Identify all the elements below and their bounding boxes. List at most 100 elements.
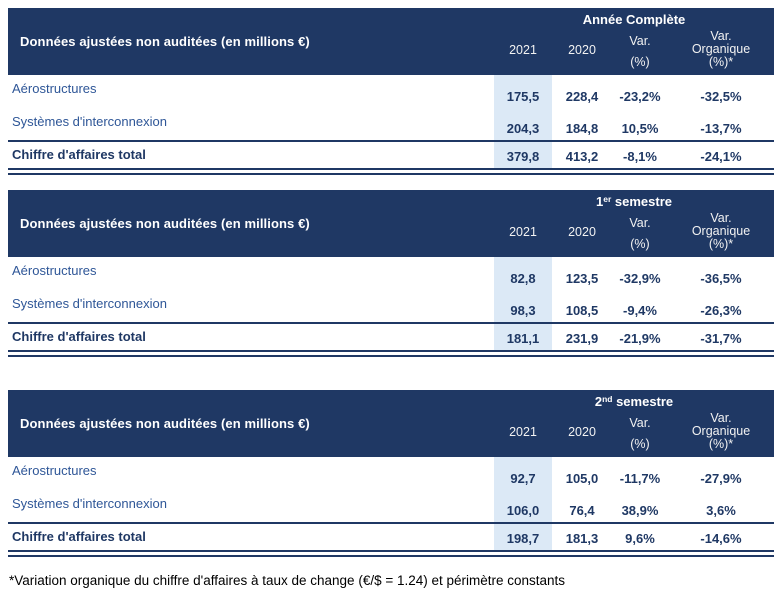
value-var-pct: -32,9% [619,271,661,286]
value-2020: 228,4 [565,89,599,104]
value-2021: 106,0 [494,490,552,522]
total-value-2021: 181,1 [494,324,552,350]
row-label: Systèmes d'interconnexion [12,296,167,311]
value-var-organique: 3,6% [706,503,736,518]
period-pre: 2 [594,394,603,409]
column-headers: 2021 2020 Var. (%) Var. Organique (%)* [494,28,774,72]
value-2020: 184,8 [565,121,599,136]
column-header-2020: 2020 [568,42,596,57]
value-var-pct: 38,9% [621,503,659,518]
table-header: Données ajustées non auditées (en millio… [8,8,774,75]
table-bottom-rule [8,350,774,357]
total-value-2020: 413,2 [565,149,599,164]
total-value-var-organique: -31,7% [700,331,742,346]
total-value-var-pct: -8,1% [623,149,657,164]
total-value-2021: 379,8 [494,142,552,168]
table-period-block: Année Complète 2021 2020 Var. (%) Var. O… [494,8,774,75]
period-pre: Année Complète [582,12,686,27]
column-header-var: Var. (%) [612,210,668,254]
column-header-2021: 2021 [509,224,537,239]
row-label: Systèmes d'interconnexion [12,114,167,129]
value-var-organique: -27,9% [700,471,742,486]
total-value-var-pct: -21,9% [619,331,661,346]
value-2020: 105,0 [565,471,599,486]
period-title: 1er semestre [494,194,774,210]
column-header-var-organique: Var. Organique (%)* [668,28,774,72]
total-row-label: Chiffre d'affaires total [12,529,146,544]
total-value-2021: 198,7 [494,524,552,550]
column-header-var-line1: Var. [629,34,651,48]
column-header-var-line2: (%) [630,55,650,69]
column-header-var-line1: Var. [629,416,651,430]
period-superscript: er [603,194,612,204]
table-row: Systèmes d'interconnexion 98,3 108,5 -9,… [8,290,774,322]
period-superscript: nd [602,394,613,404]
value-var-pct: -23,2% [619,89,661,104]
table-second-semestre: Données ajustées non auditées (en millio… [8,390,774,557]
table-header: Données ajustées non auditées (en millio… [8,390,774,457]
row-label: Systèmes d'interconnexion [12,496,167,511]
column-header-var-line2: (%) [630,437,650,451]
column-header-varorg-line3: (%)* [708,437,734,451]
table-period-block: 1er semestre 2021 2020 Var. (%) Var. Org… [494,190,774,257]
period-post: semestre [611,194,672,209]
column-header-2020: 2020 [568,224,596,239]
period-title: 2nd semestre [494,394,774,410]
column-header-2020: 2020 [568,424,596,439]
value-2020: 76,4 [569,503,595,518]
table-header: Données ajustées non auditées (en millio… [8,190,774,257]
table-period-block: 2nd semestre 2021 2020 Var. (%) Var. Org… [494,390,774,457]
column-header-var: Var. (%) [612,28,668,72]
value-2021: 82,8 [494,257,552,290]
table-total-row: Chiffre d'affaires total 198,7 181,3 9,6… [8,522,774,550]
footnote: *Variation organique du chiffre d'affair… [9,573,566,588]
period-post: semestre [612,394,674,409]
value-2021: 204,3 [494,108,552,140]
column-header-var-line1: Var. [629,216,651,230]
value-var-organique: -26,3% [700,303,742,318]
row-label: Aérostructures [12,263,97,278]
total-value-2020: 181,3 [565,531,599,546]
value-2020: 123,5 [565,271,599,286]
total-row-label: Chiffre d'affaires total [12,329,146,344]
value-var-pct: -11,7% [619,471,661,486]
column-header-varorg-line2: Organique [691,224,751,238]
table-bottom-rule [8,168,774,175]
total-value-var-organique: -14,6% [700,531,742,546]
document: Données ajustées non auditées (en millio… [8,8,774,588]
column-header-varorg-line1: Var. [710,411,732,425]
column-headers: 2021 2020 Var. (%) Var. Organique (%)* [494,410,774,454]
row-label: Aérostructures [12,463,97,478]
column-header-varorg-line1: Var. [710,29,732,43]
total-value-var-pct: 9,6% [625,531,655,546]
row-label: Aérostructures [12,81,97,96]
table-total-row: Chiffre d'affaires total 181,1 231,9 -21… [8,322,774,350]
value-2021: 92,7 [494,457,552,490]
table-premier-semestre: Données ajustées non auditées (en millio… [8,190,774,357]
column-header-var-organique: Var. Organique (%)* [668,210,774,254]
table-row: Aérostructures 175,5 228,4 -23,2% -32,5% [8,75,774,108]
table-row: Systèmes d'interconnexion 204,3 184,8 10… [8,108,774,140]
column-header-varorg-line2: Organique [691,42,751,56]
value-var-pct: -9,4% [623,303,657,318]
column-header-varorg-line2: Organique [691,424,751,438]
table-row-header-label: Données ajustées non auditées (en millio… [20,216,310,231]
column-header-varorg-line3: (%)* [708,55,734,69]
value-var-pct: 10,5% [621,121,659,136]
total-value-var-organique: -24,1% [700,149,742,164]
value-var-organique: -36,5% [700,271,742,286]
value-var-organique: -13,7% [700,121,742,136]
column-header-var: Var. (%) [612,410,668,454]
column-header-2021: 2021 [509,424,537,439]
total-value-2020: 231,9 [565,331,599,346]
period-title: Année Complète [494,12,774,28]
column-header-var-line2: (%) [630,237,650,251]
table-row: Systèmes d'interconnexion 106,0 76,4 38,… [8,490,774,522]
column-header-varorg-line1: Var. [710,211,732,225]
period-pre: 1 [596,194,604,209]
value-2020: 108,5 [565,303,599,318]
table-annee-complete: Données ajustées non auditées (en millio… [8,8,774,175]
table-total-row: Chiffre d'affaires total 379,8 413,2 -8,… [8,140,774,168]
table-row: Aérostructures 82,8 123,5 -32,9% -36,5% [8,257,774,290]
table-bottom-rule [8,550,774,557]
